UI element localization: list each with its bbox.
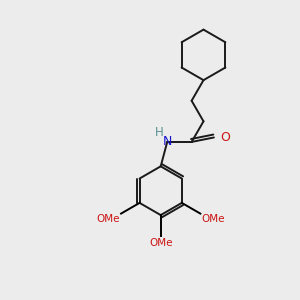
Text: OMe: OMe [202, 214, 225, 224]
Text: OMe: OMe [96, 214, 120, 224]
Text: OMe: OMe [149, 238, 172, 248]
Text: H: H [154, 126, 163, 139]
Text: N: N [163, 135, 172, 148]
Text: O: O [220, 131, 230, 144]
